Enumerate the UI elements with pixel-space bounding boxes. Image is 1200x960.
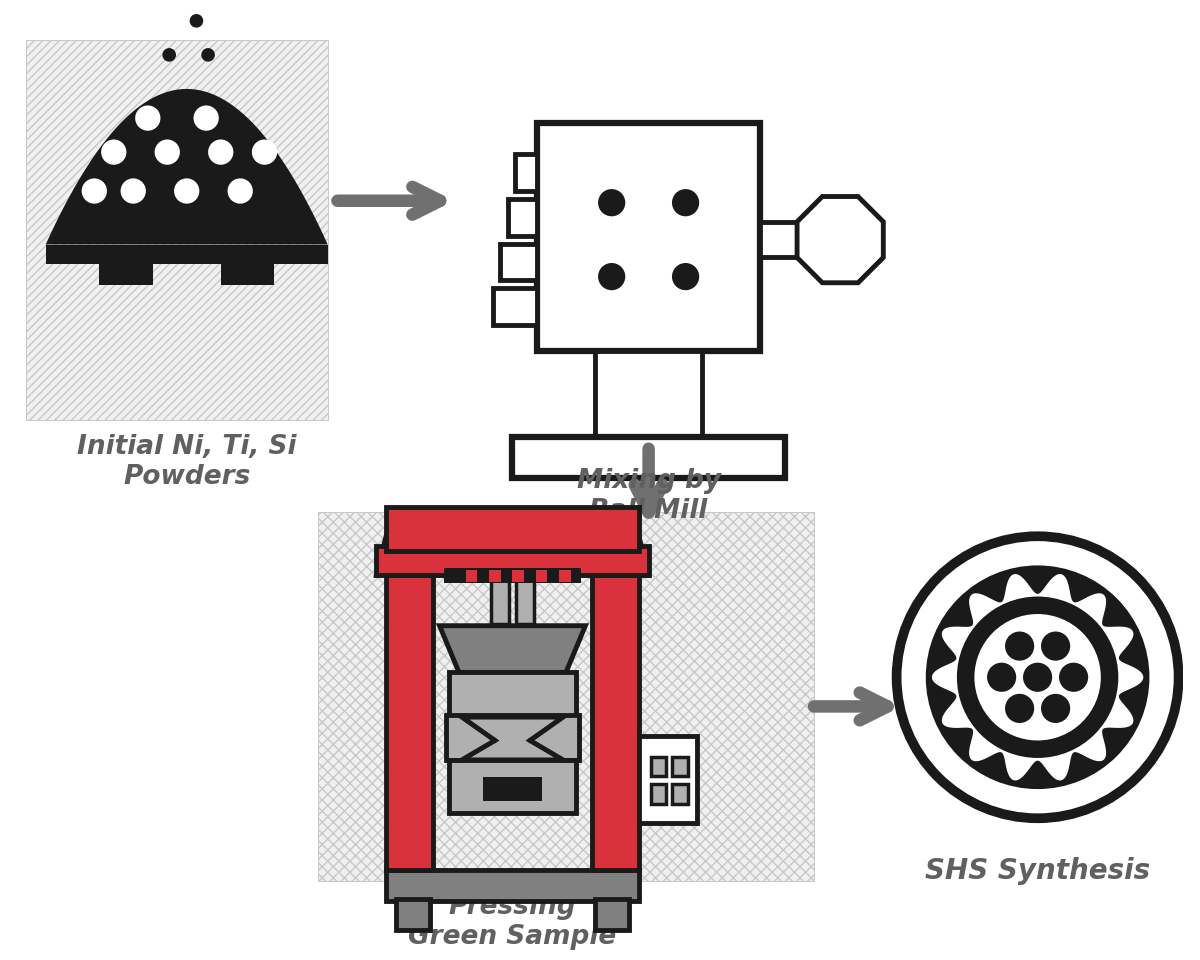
Bar xyxy=(318,512,814,881)
Circle shape xyxy=(672,189,700,216)
Circle shape xyxy=(672,263,700,290)
Circle shape xyxy=(925,565,1150,789)
Circle shape xyxy=(228,179,253,204)
Circle shape xyxy=(174,179,199,204)
Polygon shape xyxy=(462,717,563,760)
Polygon shape xyxy=(932,575,1142,780)
Bar xyxy=(466,570,478,582)
Circle shape xyxy=(988,662,1016,692)
Circle shape xyxy=(913,553,1162,802)
Bar xyxy=(446,715,578,760)
Circle shape xyxy=(956,596,1118,758)
Polygon shape xyxy=(439,626,586,672)
Circle shape xyxy=(82,179,107,204)
Bar xyxy=(449,672,576,716)
Bar xyxy=(595,351,702,439)
Bar xyxy=(386,507,638,551)
Circle shape xyxy=(598,189,625,216)
Bar xyxy=(221,262,275,285)
Bar xyxy=(386,870,638,900)
Circle shape xyxy=(101,139,126,165)
Bar xyxy=(536,570,547,582)
Bar xyxy=(396,899,430,930)
Polygon shape xyxy=(797,197,883,283)
Bar xyxy=(536,123,761,351)
Circle shape xyxy=(136,106,161,131)
Bar xyxy=(490,570,500,582)
Bar xyxy=(512,437,785,478)
Circle shape xyxy=(120,179,146,204)
Circle shape xyxy=(974,614,1100,740)
Circle shape xyxy=(1006,632,1034,660)
Bar xyxy=(508,199,536,236)
Bar xyxy=(444,568,581,583)
Bar xyxy=(512,570,524,582)
Circle shape xyxy=(1006,694,1034,723)
Bar xyxy=(386,549,433,870)
Polygon shape xyxy=(377,537,649,575)
Bar xyxy=(100,262,152,285)
Circle shape xyxy=(208,139,233,165)
Circle shape xyxy=(190,14,203,28)
Circle shape xyxy=(193,106,218,131)
Text: Initial Ni, Ti, Si
Powders: Initial Ni, Ti, Si Powders xyxy=(77,434,296,491)
Circle shape xyxy=(1042,632,1070,660)
Bar xyxy=(595,899,629,930)
Bar xyxy=(377,546,649,575)
Bar xyxy=(491,577,509,624)
Bar xyxy=(516,577,534,624)
Bar xyxy=(318,512,814,881)
Bar xyxy=(650,784,666,804)
Bar xyxy=(493,288,536,325)
Circle shape xyxy=(1060,662,1088,692)
Bar xyxy=(672,784,688,804)
Bar xyxy=(761,222,799,257)
Text: Mixing by
Ball Mill: Mixing by Ball Mill xyxy=(576,468,721,524)
Circle shape xyxy=(598,263,625,290)
Polygon shape xyxy=(46,89,328,245)
Bar xyxy=(46,245,328,264)
Circle shape xyxy=(896,537,1178,818)
Circle shape xyxy=(162,48,176,61)
Bar xyxy=(26,40,328,420)
Bar xyxy=(26,40,328,420)
Bar xyxy=(559,570,571,582)
Bar xyxy=(484,778,541,801)
Bar xyxy=(500,244,536,280)
Bar xyxy=(449,760,576,813)
Circle shape xyxy=(155,139,180,165)
Text: SHS Synthesis: SHS Synthesis xyxy=(925,857,1150,885)
Bar xyxy=(515,154,536,191)
Bar xyxy=(593,549,638,870)
Circle shape xyxy=(252,139,277,165)
Bar xyxy=(650,757,666,777)
Circle shape xyxy=(1042,694,1070,723)
Circle shape xyxy=(1024,662,1052,692)
Text: Pressing
Green Sample: Pressing Green Sample xyxy=(408,894,617,950)
Bar xyxy=(672,757,688,777)
Bar xyxy=(638,735,697,823)
Circle shape xyxy=(202,48,215,61)
